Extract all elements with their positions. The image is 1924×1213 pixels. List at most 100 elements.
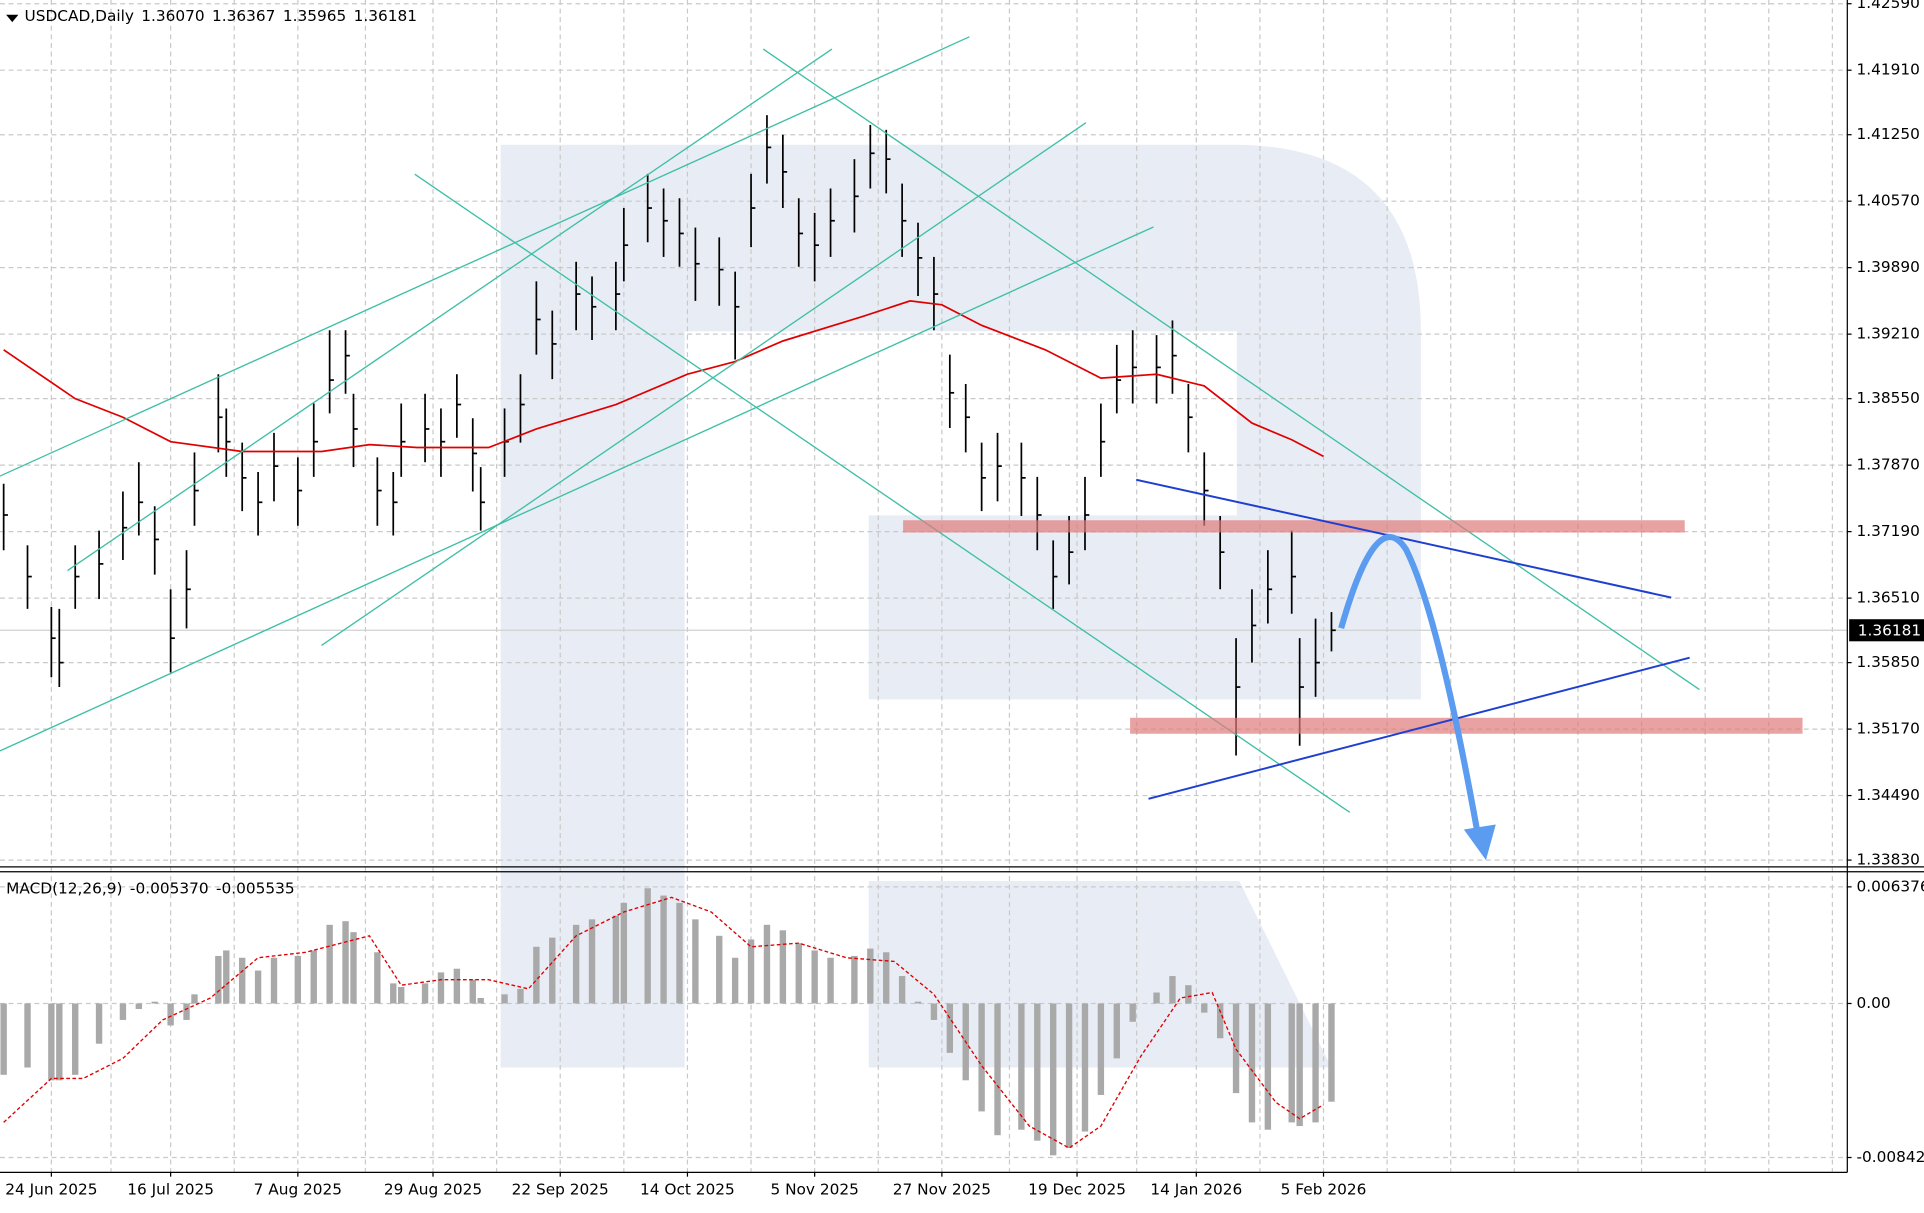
current-price-tag bbox=[1849, 619, 1924, 642]
histogram-bar bbox=[588, 919, 596, 1004]
histogram-bar bbox=[390, 983, 397, 1004]
histogram-bar bbox=[779, 930, 787, 1004]
trend-line bbox=[321, 122, 1087, 646]
y-tick-label: 1.34490 bbox=[1857, 786, 1920, 804]
histogram-bar bbox=[215, 955, 222, 1004]
histogram-bar bbox=[1169, 976, 1176, 1004]
histogram-bar bbox=[72, 1003, 79, 1075]
histogram-bar bbox=[620, 902, 628, 1004]
histogram-bar bbox=[930, 1003, 938, 1020]
grid bbox=[0, 0, 1847, 1172]
histogram-bar bbox=[469, 979, 476, 1004]
histogram-bar bbox=[1065, 1003, 1073, 1148]
forecast-arrow bbox=[1338, 534, 1481, 833]
histogram-bar bbox=[135, 1003, 143, 1009]
histogram-bar bbox=[517, 988, 524, 1004]
axes: 1.42590 1.41910 1.41250 1.40570 1.39890 1.392… bbox=[5, 0, 1924, 1199]
header-value: 1.36070 bbox=[141, 6, 204, 24]
histogram-bar bbox=[851, 955, 858, 1004]
symbol-menu-icon[interactable] bbox=[6, 14, 19, 23]
histogram-bar bbox=[1264, 1003, 1272, 1130]
histogram-bar bbox=[374, 952, 381, 1004]
histogram-bar bbox=[827, 957, 834, 1004]
histogram-bar bbox=[477, 998, 484, 1004]
histogram-bar bbox=[533, 946, 540, 1004]
histogram-bar bbox=[151, 1001, 158, 1004]
histogram-bar bbox=[811, 950, 818, 1004]
y-tick-label: 1.35170 bbox=[1857, 720, 1920, 738]
histogram-bar bbox=[1153, 992, 1160, 1004]
histogram-bar bbox=[946, 1003, 954, 1053]
histogram-bar bbox=[644, 888, 651, 1004]
x-tick-label: 29 Aug 2025 bbox=[384, 1181, 482, 1199]
histogram-bar bbox=[1248, 1003, 1256, 1123]
histogram-bar bbox=[398, 987, 405, 1004]
y-tick-label: 1.37870 bbox=[1857, 456, 1920, 474]
histogram-bar bbox=[501, 994, 508, 1004]
frame bbox=[0, 0, 1924, 1174]
y-tick-label: 1.40570 bbox=[1857, 192, 1920, 210]
histogram-bar bbox=[1081, 1003, 1089, 1132]
header-title: USDCAD,Daily bbox=[25, 6, 134, 24]
histogram-bar bbox=[763, 924, 771, 1004]
histogram-bar bbox=[898, 976, 906, 1004]
pane-header: USDCAD,Daily 1.36070 1.36367 1.35965 1.36181 bbox=[25, 6, 417, 24]
y-tick-label: 1.39890 bbox=[1857, 258, 1920, 276]
trend-line bbox=[67, 48, 833, 572]
histogram-bar bbox=[716, 935, 723, 1004]
histogram-bar bbox=[747, 939, 755, 1004]
histogram-bar bbox=[612, 915, 620, 1004]
current-price-label: 1.36181 bbox=[1858, 621, 1921, 639]
histogram-bar bbox=[56, 1003, 63, 1081]
trend-line bbox=[414, 173, 1351, 813]
marks bbox=[0, 115, 1847, 1156]
forecast-arrowhead bbox=[1463, 824, 1496, 861]
histogram-bar bbox=[342, 921, 349, 1004]
y-tick-label: 1.37190 bbox=[1857, 522, 1920, 540]
y-tick-label: 1.35850 bbox=[1857, 653, 1920, 671]
histogram-bar bbox=[1232, 1003, 1240, 1094]
x-tick-label: 16 Jul 2025 bbox=[127, 1181, 214, 1199]
histogram-bar bbox=[994, 1003, 1001, 1136]
y-tick-label: -0.00842 bbox=[1857, 1148, 1924, 1166]
histogram-bar bbox=[1018, 1003, 1025, 1130]
x-tick-label: 5 Feb 2026 bbox=[1281, 1181, 1367, 1199]
resistance-zone bbox=[903, 520, 1685, 533]
trend-line bbox=[762, 48, 1700, 691]
histogram-bar bbox=[310, 950, 317, 1004]
header-value: -0.005370 bbox=[130, 879, 209, 897]
histogram-bar bbox=[1201, 1003, 1208, 1013]
histogram-bar bbox=[95, 1003, 103, 1044]
histogram-bar bbox=[1113, 1003, 1120, 1059]
histogram-bar bbox=[978, 1003, 985, 1112]
trend-lines bbox=[0, 36, 1700, 813]
triangle-upper bbox=[1136, 478, 1672, 599]
histogram-bar bbox=[1049, 1003, 1057, 1156]
line-series bbox=[3, 896, 1324, 1149]
x-tick-label: 5 Nov 2025 bbox=[770, 1181, 858, 1199]
histogram-bar bbox=[0, 1003, 7, 1075]
header-value: -0.005535 bbox=[216, 879, 295, 897]
histogram-bar bbox=[1216, 1003, 1224, 1039]
y-tick-label: 1.36510 bbox=[1857, 589, 1920, 607]
histogram-bar bbox=[270, 957, 278, 1004]
histogram-bar bbox=[1185, 985, 1192, 1004]
header-title: MACD(12,26,9) bbox=[6, 879, 122, 897]
histogram-bar bbox=[795, 943, 802, 1004]
histogram-bar bbox=[867, 948, 874, 1004]
y-tick-label: 1.33830 bbox=[1857, 851, 1920, 869]
x-tick-label: 7 Aug 2025 bbox=[254, 1181, 342, 1199]
x-tick-label: 22 Sep 2025 bbox=[512, 1181, 609, 1199]
histogram-bar bbox=[183, 1003, 190, 1020]
histogram-bar bbox=[1129, 1003, 1136, 1022]
histogram-bar bbox=[326, 924, 333, 1004]
x-tick-label: 14 Oct 2025 bbox=[640, 1181, 735, 1199]
histogram-bar bbox=[572, 924, 580, 1004]
histogram-bar bbox=[48, 1003, 55, 1081]
pane-header: MACD(12,26,9) -0.005370 -0.005535 bbox=[6, 879, 294, 897]
histogram-bar bbox=[1296, 1003, 1303, 1127]
annotations bbox=[0, 36, 1803, 861]
x-tick-label: 27 Nov 2025 bbox=[893, 1181, 991, 1199]
histogram-bar bbox=[676, 902, 683, 1004]
